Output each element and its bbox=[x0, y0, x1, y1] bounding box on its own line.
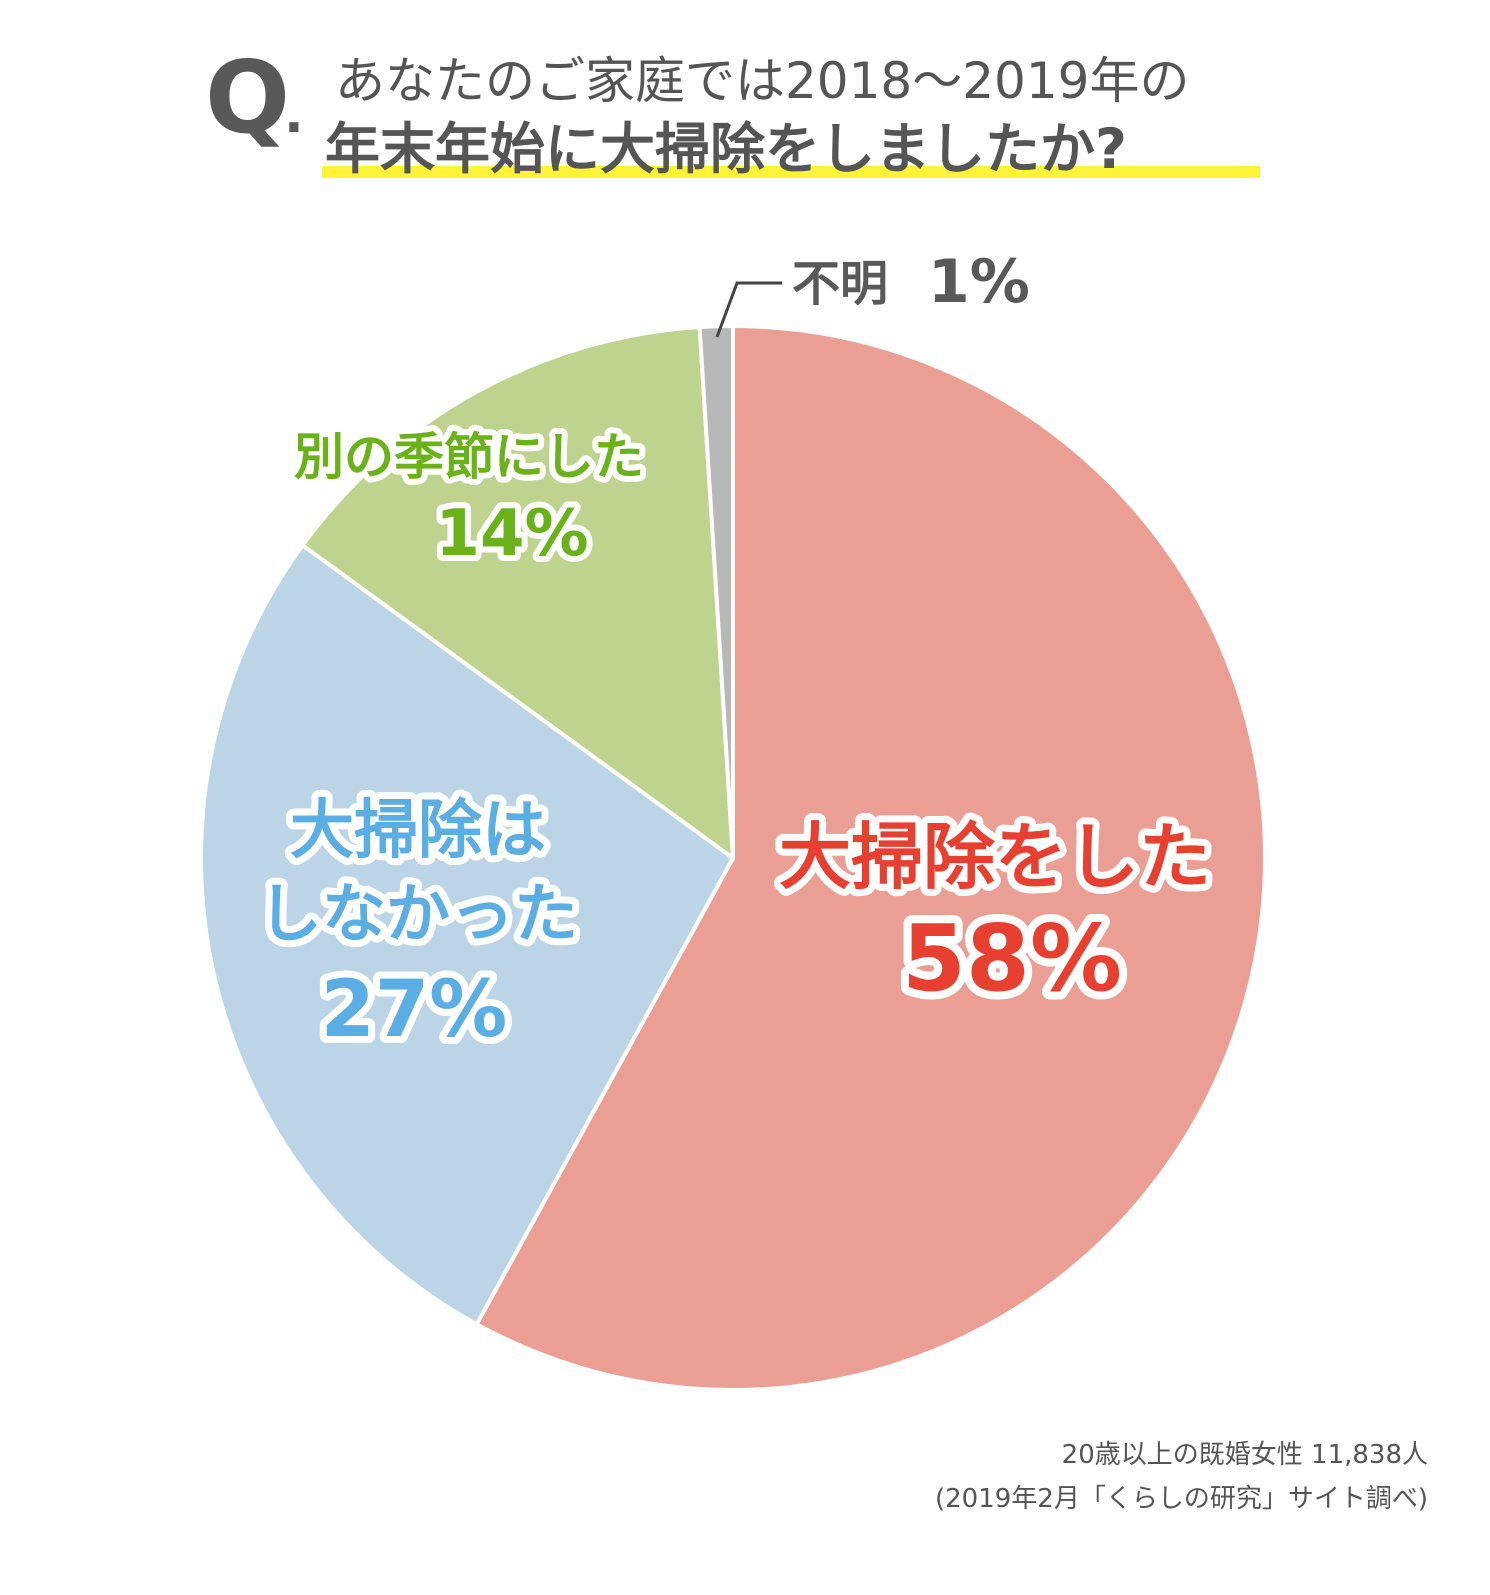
slice-value-other-season: 14% bbox=[435, 497, 588, 571]
pie-slices bbox=[199, 324, 1267, 1392]
pie-slice-1 bbox=[199, 543, 735, 1327]
label-unknown: 不明 1% bbox=[786, 241, 1036, 323]
slice-value-unknown: 1% bbox=[928, 247, 1030, 317]
label-did-clean: 大掃除をした 58% bbox=[772, 808, 1218, 1020]
slice-value-did-not-clean: 27% bbox=[321, 965, 508, 1055]
title-line-1: あなたのご家庭では2018〜2019年の bbox=[335, 52, 1190, 110]
survey-note-source: (2019年2月「くらしの研究」サイト調べ) bbox=[935, 1484, 1428, 1514]
leader-line-unknown bbox=[715, 281, 782, 338]
slice-label-did-clean: 大掃除をした bbox=[779, 815, 1211, 899]
pie-slice-3 bbox=[697, 324, 735, 860]
survey-note: 20歳以上の既婚女性 11,838人 (2019年2月「くらしの研究」サイト調べ… bbox=[935, 1433, 1428, 1521]
slice-label-other-season: 別の季節にした bbox=[294, 428, 644, 486]
slice-label-unknown: 不明 bbox=[792, 256, 888, 312]
slice-label-did-not-clean-line2: しなかった bbox=[258, 878, 578, 952]
title-line-2: 年末年始に大掃除をしましたか? bbox=[325, 117, 1127, 181]
question-mark-label: Q. bbox=[205, 39, 304, 156]
pie-slice-2 bbox=[300, 325, 735, 860]
survey-note-sample: 20歳以上の既婚女性 11,838人 bbox=[1061, 1440, 1428, 1470]
pie-slice-0 bbox=[474, 324, 1267, 1392]
title-highlight-bar bbox=[322, 166, 1260, 178]
slice-value-did-clean: 58% bbox=[902, 905, 1122, 1012]
label-other-season: 別の季節にした 14% bbox=[288, 422, 650, 577]
label-did-not-clean: 大掃除は しなかった 27% bbox=[251, 787, 585, 1062]
slice-label-did-not-clean-line1: 大掃除は bbox=[290, 794, 546, 868]
